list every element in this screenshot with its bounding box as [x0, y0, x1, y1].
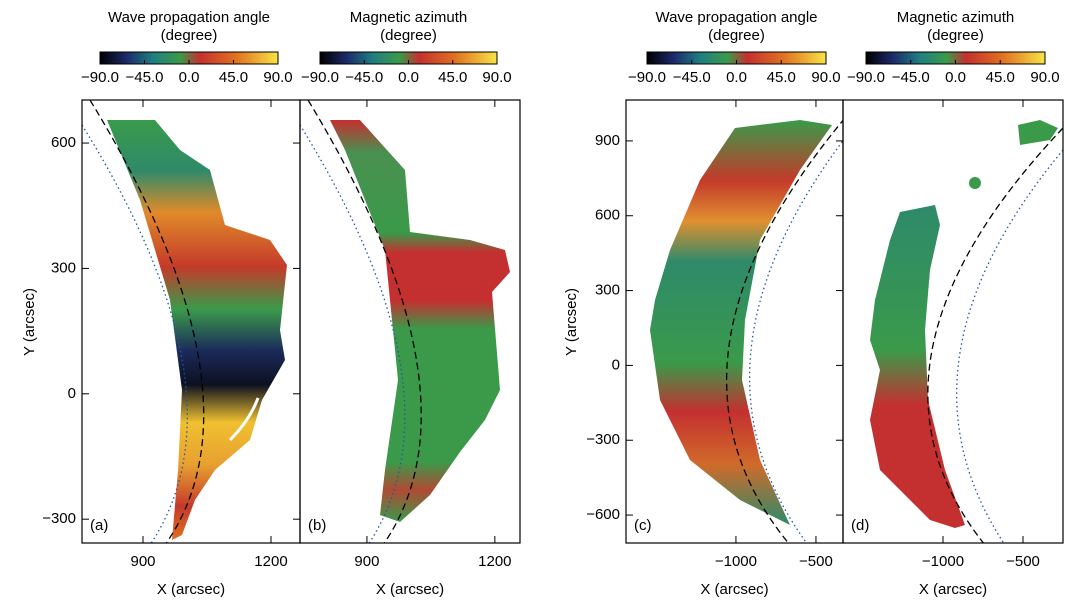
colorbar-title: Wave propagation angle — [108, 9, 270, 26]
colorbar-tick-label: 90.0 — [1030, 69, 1059, 86]
y-tick-label: −300 — [586, 431, 620, 448]
x-tick-label: 900 — [130, 553, 155, 570]
colorbar-tick-label: −90.0 — [81, 69, 119, 86]
x-axis-label: X (arcsec) — [157, 581, 225, 598]
y-tick-label: −600 — [586, 506, 620, 523]
colorbar-title: Magnetic azimuth — [897, 9, 1015, 26]
y-tick-label: 300 — [51, 259, 76, 276]
y-tick-label: 0 — [68, 385, 76, 402]
x-tick-label: −1000 — [715, 553, 757, 570]
colorbar-tick-label: 45.0 — [767, 69, 796, 86]
colorbar-tick-label: −45.0 — [126, 69, 164, 86]
colorbar-tick-label: 0.0 — [398, 69, 419, 86]
colorbar-tick-label: 0.0 — [179, 69, 200, 86]
colorbar-title: Magnetic azimuth — [350, 9, 468, 26]
colorbar-tick-label: 90.0 — [263, 69, 292, 86]
colorbar-tick-label: 45.0 — [219, 69, 248, 86]
colorbar-title: (degree) — [380, 27, 437, 44]
x-tick-label: 1200 — [254, 553, 287, 570]
y-tick-label: 600 — [595, 207, 620, 224]
x-tick-label: 900 — [354, 553, 379, 570]
x-tick-label: 1200 — [478, 553, 511, 570]
map-c — [650, 119, 843, 543]
colorbar-title: (degree) — [161, 27, 218, 44]
colorbar-tick-label: 90.0 — [811, 69, 840, 86]
y-tick-label: 300 — [595, 282, 620, 299]
panel-label: (c) — [634, 517, 652, 534]
panel-frame — [299, 99, 521, 544]
map-a — [82, 100, 287, 543]
panel-label: (d) — [851, 517, 869, 534]
map-d — [870, 120, 1063, 543]
colorbar-tick-label: 0.0 — [945, 69, 966, 86]
colorbar-tick-label: −45.0 — [345, 69, 383, 86]
x-tick-label: −500 — [799, 553, 833, 570]
panel-label: (a) — [90, 517, 108, 534]
y-tick-label: 600 — [51, 134, 76, 151]
y-axis-label: Y (arcsec) — [563, 288, 580, 356]
colorbar-tick-label: 45.0 — [438, 69, 467, 86]
colorbar-tick-label: −45.0 — [892, 69, 930, 86]
x-axis-label: X (arcsec) — [700, 581, 768, 598]
x-tick-label: −500 — [1006, 553, 1040, 570]
colorbar-tick-label: 45.0 — [986, 69, 1015, 86]
x-axis-label: X (arcsec) — [919, 581, 987, 598]
colorbar-tick-label: −90.0 — [301, 69, 339, 86]
y-tick-label: 900 — [595, 132, 620, 149]
colorbar-tick-label: −90.0 — [847, 69, 885, 86]
panel-label: (b) — [308, 517, 326, 534]
colorbar-tick-label: 0.0 — [726, 69, 747, 86]
colorbar-title: (degree) — [708, 27, 765, 44]
colorbar-title: Wave propagation angle — [655, 9, 817, 26]
colorbar-title: (degree) — [927, 27, 984, 44]
y-axis-label: Y (arcsec) — [21, 288, 38, 356]
x-tick-label: −1000 — [922, 553, 964, 570]
x-axis-label: X (arcsec) — [376, 581, 444, 598]
y-tick-label: 0 — [612, 356, 620, 373]
y-tick-label: −300 — [42, 510, 76, 527]
panel-frame — [842, 99, 1064, 544]
colorbar-tick-label: −45.0 — [673, 69, 711, 86]
colorbar-tick-label: −90.0 — [628, 69, 666, 86]
colorbar-tick-label: 90.0 — [482, 69, 511, 86]
map-b — [300, 100, 510, 543]
